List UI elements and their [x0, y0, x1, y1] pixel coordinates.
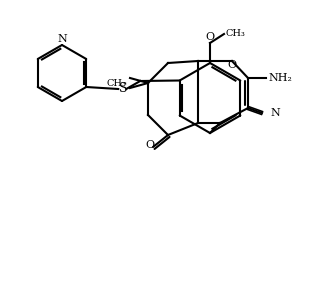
Text: NH₂: NH₂ [268, 73, 292, 83]
Text: CH₃: CH₃ [225, 29, 245, 38]
Text: O: O [227, 60, 237, 70]
Text: N: N [57, 34, 67, 44]
Text: S: S [119, 83, 128, 95]
Text: O: O [145, 140, 155, 150]
Text: N: N [270, 108, 280, 118]
Text: CH₃: CH₃ [106, 78, 126, 87]
Text: O: O [205, 32, 214, 42]
